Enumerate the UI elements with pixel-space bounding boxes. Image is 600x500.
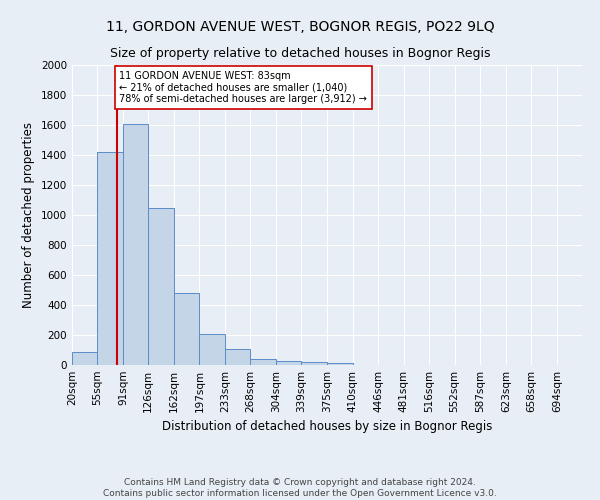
Text: Contains HM Land Registry data © Crown copyright and database right 2024.
Contai: Contains HM Land Registry data © Crown c… <box>103 478 497 498</box>
Text: 11, GORDON AVENUE WEST, BOGNOR REGIS, PO22 9LQ: 11, GORDON AVENUE WEST, BOGNOR REGIS, PO… <box>106 20 494 34</box>
X-axis label: Distribution of detached houses by size in Bognor Regis: Distribution of detached houses by size … <box>162 420 492 434</box>
Bar <box>123 124 148 365</box>
Bar <box>148 208 174 365</box>
Bar <box>225 349 250 365</box>
Y-axis label: Number of detached properties: Number of detached properties <box>22 122 35 308</box>
Text: 11 GORDON AVENUE WEST: 83sqm
← 21% of detached houses are smaller (1,040)
78% of: 11 GORDON AVENUE WEST: 83sqm ← 21% of de… <box>119 71 367 104</box>
Bar <box>328 363 353 365</box>
Text: Size of property relative to detached houses in Bognor Regis: Size of property relative to detached ho… <box>110 48 490 60</box>
Bar <box>72 352 97 365</box>
Bar <box>174 293 199 365</box>
Bar <box>199 334 225 365</box>
Bar <box>97 152 123 365</box>
Bar <box>250 359 276 365</box>
Bar <box>276 361 301 365</box>
Bar <box>301 362 328 365</box>
